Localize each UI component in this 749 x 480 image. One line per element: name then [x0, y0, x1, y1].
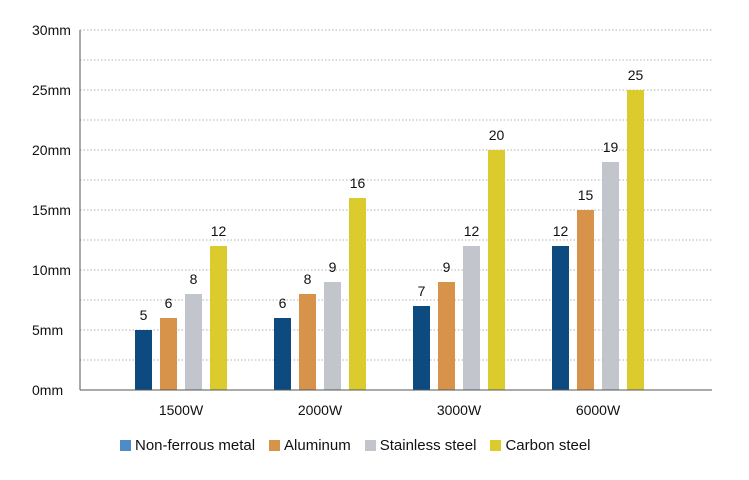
bar: [349, 198, 366, 390]
bar: [552, 246, 569, 390]
x-category-label: 6000W: [576, 402, 621, 418]
legend-label: Carbon steel: [505, 437, 591, 454]
y-tick-label: 30mm: [32, 22, 71, 38]
data-label: 12: [464, 223, 480, 239]
bar: [160, 318, 177, 390]
bar: [324, 282, 341, 390]
legend-swatch: [490, 440, 502, 451]
chart: 0mm 5mm 10mm 15mm 20mm 25mm 30mm 5 6 8 12 6 8 9 16 7 9 1…: [32, 22, 712, 418]
data-label: 19: [603, 139, 619, 155]
data-label: 6: [165, 295, 173, 311]
legend: Non-ferrous metal Aluminum Stainless steel…: [120, 437, 605, 454]
data-label: 8: [190, 271, 198, 287]
bars: [135, 90, 644, 390]
data-label: 20: [489, 127, 505, 143]
data-label: 7: [418, 283, 426, 299]
bar: [602, 162, 619, 390]
bar: [463, 246, 480, 390]
legend-swatch: [364, 440, 376, 451]
data-label: 15: [578, 187, 594, 203]
bar: [185, 294, 202, 390]
legend-swatch: [120, 440, 131, 451]
y-tick-label: 15mm: [32, 202, 71, 218]
data-label: 5: [140, 307, 148, 323]
data-label: 6: [279, 295, 287, 311]
y-tick-label: 10mm: [32, 262, 71, 278]
legend-item: Carbon steel: [490, 437, 591, 454]
bar: [577, 210, 594, 390]
data-label: 9: [443, 259, 451, 275]
legend-label: Non-ferrous metal: [135, 437, 256, 454]
data-label: 12: [211, 223, 227, 239]
data-label: 16: [350, 175, 366, 191]
data-label: 25: [628, 67, 644, 83]
y-tick-label: 20mm: [32, 142, 71, 158]
bar: [135, 330, 152, 390]
x-category-label: 1500W: [159, 402, 204, 418]
legend-label: Stainless steel: [379, 437, 477, 454]
bar: [488, 150, 505, 390]
x-axis-categories: 1500W 2000W 3000W 6000W: [159, 402, 621, 418]
data-label: 12: [553, 223, 569, 239]
y-axis-ticks: 0mm 5mm 10mm 15mm 20mm 25mm 30mm: [32, 22, 71, 398]
x-category-label: 3000W: [437, 402, 482, 418]
bar: [413, 306, 430, 390]
bar: [210, 246, 227, 390]
data-label: 8: [304, 271, 312, 287]
bar: [438, 282, 455, 390]
legend-label: Aluminum: [284, 437, 351, 454]
bar: [274, 318, 291, 390]
bar: [627, 90, 644, 390]
bar: [299, 294, 316, 390]
data-labels: 5 6 8 12 6 8 9 16 7 9 12 20 12 15 19 25: [140, 67, 644, 323]
y-tick-label: 5mm: [32, 322, 63, 338]
gridlines: [80, 29, 712, 361]
legend-item: Stainless steel: [364, 437, 477, 454]
legend-item: Non-ferrous metal: [120, 437, 255, 454]
y-tick-label: 25mm: [32, 82, 71, 98]
data-label: 9: [329, 259, 337, 275]
legend-item: Aluminum: [269, 437, 351, 454]
x-category-label: 2000W: [298, 402, 343, 418]
y-tick-label: 0mm: [32, 382, 63, 398]
legend-swatch: [269, 440, 281, 451]
